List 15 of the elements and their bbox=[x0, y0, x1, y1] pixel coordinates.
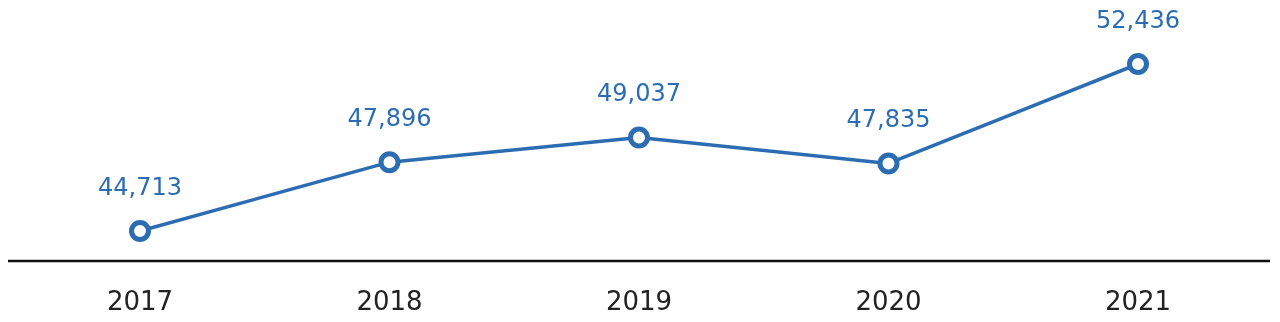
x-tick-label: 2020 bbox=[855, 286, 922, 316]
point bbox=[129, 220, 151, 242]
data-label: 47,896 bbox=[347, 104, 432, 133]
data-label: 47,835 bbox=[846, 105, 931, 134]
point bbox=[1127, 53, 1149, 75]
data-label: 52,436 bbox=[1096, 6, 1180, 34]
point bbox=[877, 152, 900, 175]
x-tick-label: 2018 bbox=[356, 286, 423, 316]
x-tick-label: 2017 bbox=[106, 286, 174, 316]
x-tick-label: 2019 bbox=[605, 286, 673, 316]
x-tick-label: 2021 bbox=[1104, 286, 1172, 316]
point bbox=[628, 126, 650, 149]
data-label: 44,713 bbox=[98, 173, 182, 201]
point bbox=[378, 151, 401, 174]
data-label: 49,037 bbox=[597, 79, 681, 108]
